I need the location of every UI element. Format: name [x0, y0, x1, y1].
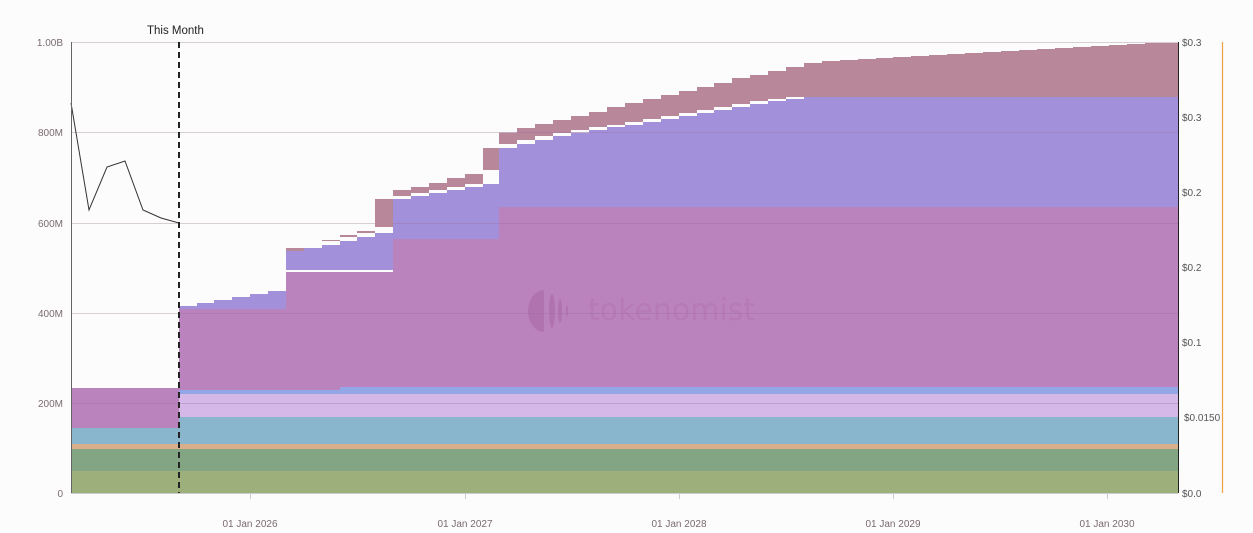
watermark-text: tokenomist [588, 293, 755, 328]
x-label: 01 Jan 2030 [1079, 519, 1134, 530]
y2-label: $0.2 [1182, 188, 1202, 199]
tokenomist-logo-icon [528, 290, 568, 332]
tokenomist-watermark: tokenomist [528, 290, 755, 332]
y2-label: $0.3 [1182, 113, 1202, 124]
y2-label: $0.0 [1182, 489, 1202, 500]
y-label: 1.00B [37, 38, 63, 49]
price-line[interactable] [70, 102, 180, 224]
x-label: 01 Jan 2026 [222, 519, 277, 530]
y2-label: $0.2 [1182, 263, 1202, 274]
series-lavender[interactable] [179, 394, 1178, 417]
series-medium-purple[interactable] [179, 97, 1178, 309]
y-label: 800M [38, 128, 63, 139]
y2-label-tooltip: $0.0150 [1184, 413, 1221, 424]
series-green[interactable] [71, 449, 1178, 471]
x-ticks [250, 494, 1108, 499]
series-periwinkle[interactable] [179, 387, 1178, 394]
series-orchid[interactable] [71, 207, 1178, 428]
y-label: 600M [38, 219, 63, 230]
left-y-axis-labels: 0 200M 400M 600M 800M 1.00B [37, 38, 64, 500]
y-label: 400M [38, 309, 63, 320]
x-label: 01 Jan 2028 [651, 519, 706, 530]
y2-label: $0.3 [1182, 38, 1202, 49]
y-label: 200M [38, 399, 63, 410]
x-label: 01 Jan 2029 [865, 519, 920, 530]
series-blue[interactable] [71, 417, 1178, 444]
series-tan[interactable] [71, 444, 1178, 449]
stacked-areas [71, 43, 1178, 493]
series-olive[interactable] [71, 471, 1178, 493]
right-y-axis-labels: $0.0 $0.0150 $0.1 $0.2 $0.2 $0.3 $0.3 [1182, 38, 1221, 500]
series-mauve[interactable] [286, 43, 1178, 251]
x-axis-labels: 01 Jan 2026 01 Jan 2027 01 Jan 2028 01 J… [222, 519, 1134, 530]
this-month-label: This Month [147, 25, 204, 37]
y-label: 0 [57, 489, 63, 500]
x-label: 01 Jan 2027 [437, 519, 492, 530]
y2-label: $0.1 [1182, 338, 1202, 349]
